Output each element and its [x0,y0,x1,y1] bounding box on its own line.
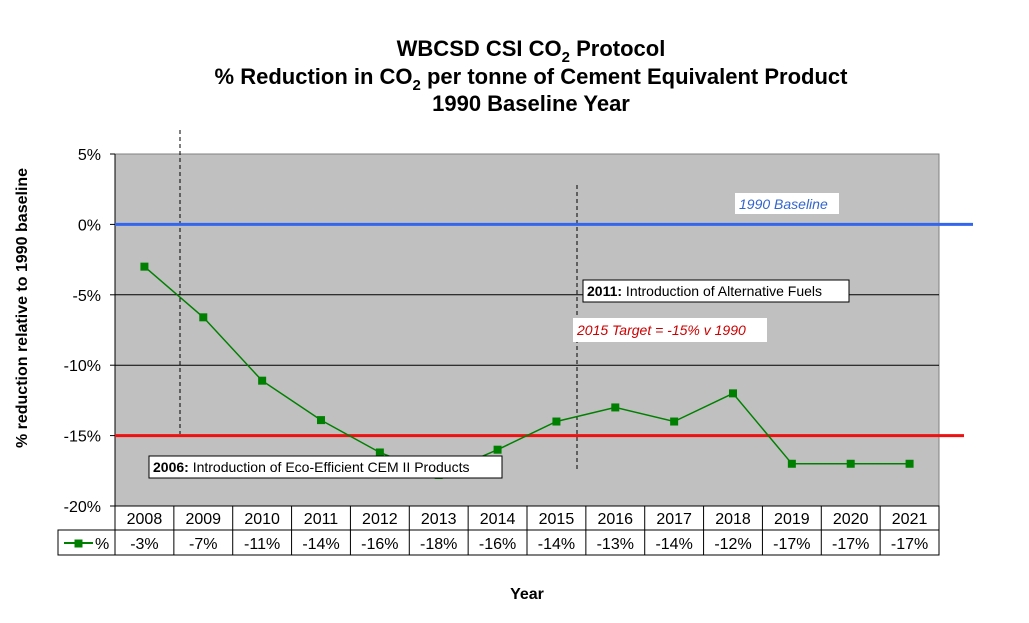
x-axis-title: Year [510,586,544,603]
table-value-cell: -7% [189,536,217,553]
x-category-label: 2009 [185,511,221,528]
x-category-label: 2008 [127,511,163,528]
target-label: 2015 Target = -15% v 1990 [573,318,767,342]
y-tick-label: -10% [64,358,101,375]
x-category-label: 2010 [244,511,280,528]
x-category-label: 2012 [362,511,398,528]
annotation-2006: 2006: Introduction of Eco-Efficient CEM … [148,455,503,479]
x-category-label: 2019 [774,511,810,528]
series-line [143,266,910,476]
baseline-label: 1990 Baseline [735,193,839,214]
data-point [552,417,561,426]
y-tick-label: 5% [78,147,101,164]
annotation-2006-box [148,455,503,479]
chart-title: WBCSD CSI CO2 Protocol % Reduction in CO… [215,36,849,116]
legend-marker [74,539,83,548]
data-point [846,459,855,468]
title-line-1: WBCSD CSI CO2 Protocol [397,36,666,66]
x-category-label: 2020 [833,511,869,528]
baseline-label-box [735,193,839,214]
table-legend-key: % [64,536,109,553]
target-label-text: 2015 Target = -15% v 1990 [576,322,746,338]
y-tick-label: -5% [73,288,101,305]
data-point [140,262,149,271]
reference-lines [115,222,973,438]
annotation-2011: 2011: Introduction of Alternative Fuels [582,279,850,303]
x-category-label: 2021 [892,511,928,528]
table-value-cell: -14% [538,536,575,553]
y-axis-title: % reduction relative to 1990 baseline [14,168,31,448]
table-value-cell: -14% [302,536,339,553]
target-label-box [573,318,767,342]
data-table: % 2008 -3% 2009 -7% 2010 -11% 2011 -14% 2012 -16%… [57,505,940,556]
table-value-cell: -11% [244,536,280,553]
data-point [670,417,679,426]
data-point [729,389,737,398]
data-point [905,459,914,468]
y-tick-label: -20% [64,499,101,516]
table-value-cell: -13% [597,536,634,553]
table-value-row [57,529,940,556]
table-value-cell: -17% [773,536,810,553]
table-value-cell: -3% [130,536,158,553]
x-category-label: 2014 [480,511,516,528]
table-value-cell: -17% [832,536,869,553]
table-value-cell: -16% [479,536,516,553]
table-value-cell: -16% [361,536,398,553]
legend-label: % [95,536,109,553]
title-line-3: 1990 Baseline Year [432,91,630,116]
data-point [258,376,267,385]
x-category-label: 2015 [539,511,575,528]
data-point [787,459,796,468]
title-line-2: % Reduction in CO2 per tonne of Cement E… [215,64,849,94]
x-category-label: 2011 [304,511,339,528]
table-value-cell: -12% [714,536,751,553]
data-point [317,416,325,425]
data-point [493,445,502,454]
table-value-cell: -14% [655,536,692,553]
y-tick-label: 0% [78,217,101,234]
baseline-label-text: 1990 Baseline [739,196,828,212]
x-category-label: 2016 [597,511,633,528]
table-value-cell: -17% [891,536,928,553]
annotation-2006-text: 2006: Introduction of Eco-Efficient CEM … [153,459,469,475]
x-category-label: 2017 [656,511,692,528]
x-category-label: 2018 [715,511,751,528]
annotation-2011-text: 2011: Introduction of Alternative Fuels [587,283,822,299]
x-category-label: 2013 [421,511,457,528]
data-point [199,313,208,322]
data-point [375,448,384,457]
y-axis: 5% 0% -5% -10% -15% -20% [64,147,116,516]
data-point [611,403,620,412]
annotation-2011-box [582,279,850,303]
table-value-cell: -18% [420,536,457,553]
y-tick-label: -15% [64,429,101,446]
